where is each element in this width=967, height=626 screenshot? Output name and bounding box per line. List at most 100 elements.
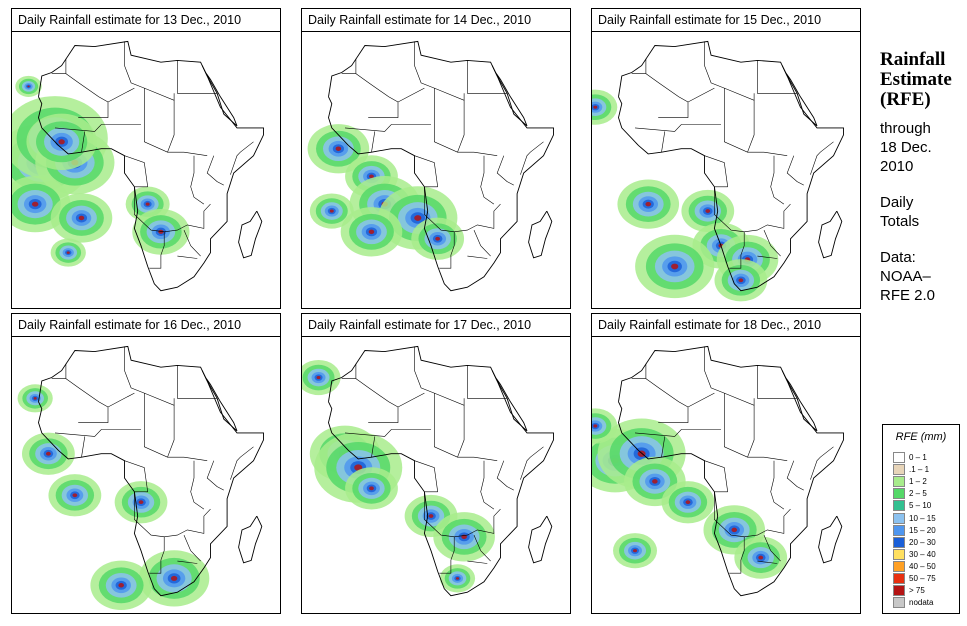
- country-border: [434, 393, 498, 461]
- panel-title: Daily Rainfall estimate for 15 Dec., 201…: [592, 9, 860, 32]
- red-sea: [201, 65, 238, 127]
- legend-label: 0 – 1: [909, 453, 927, 462]
- legend-label: > 75: [909, 586, 925, 596]
- country-border: [520, 141, 544, 175]
- country-border: [757, 560, 778, 564]
- legend-swatch: [893, 500, 905, 512]
- country-border: [65, 378, 109, 408]
- africa-map-svg: [12, 40, 264, 292]
- side-info: Rainfall Estimate (RFE) through 18 Dec. …: [880, 50, 965, 305]
- rainfall-layer: [12, 75, 190, 267]
- country-border: [78, 392, 135, 423]
- country-border: [206, 460, 224, 491]
- totals-line: Daily: [880, 194, 914, 211]
- country-border: [344, 124, 431, 132]
- legend-label: 20 – 30: [909, 537, 936, 547]
- country-border: [520, 446, 544, 480]
- rainfall-map: [592, 336, 860, 613]
- rain-patch: [27, 85, 30, 88]
- rain-patch: [316, 375, 321, 380]
- country-border: [480, 460, 495, 510]
- rainfall-map: [302, 336, 570, 613]
- legend-item: 2 – 5: [893, 488, 957, 500]
- rfe-title-line: (RFE): [880, 89, 931, 110]
- coastline: [38, 40, 264, 292]
- country-border: [645, 378, 689, 408]
- country-border: [51, 58, 67, 74]
- rain-patch: [329, 209, 334, 213]
- date-line: 2010: [880, 158, 914, 175]
- country-border: [724, 88, 788, 156]
- country-border: [124, 346, 175, 406]
- country-border: [724, 393, 788, 461]
- rain-patch: [335, 146, 342, 151]
- rain-patch: [731, 527, 738, 533]
- country-border: [177, 365, 218, 399]
- rain-patch: [45, 451, 51, 456]
- country-border: [744, 508, 791, 538]
- source-line: Data:: [880, 249, 916, 266]
- country-border: [368, 392, 425, 423]
- rain-patch: [428, 514, 434, 518]
- country-border: [467, 255, 488, 259]
- madagascar: [818, 515, 843, 564]
- country-border: [757, 60, 798, 94]
- map-panel-16dec: Daily Rainfall estimate for 16 Dec., 201…: [11, 313, 281, 614]
- country-border: [368, 87, 425, 118]
- country-border: [371, 436, 376, 458]
- legend-item: 1 – 2: [893, 476, 957, 488]
- country-border: [164, 203, 211, 233]
- madagascar: [528, 515, 553, 564]
- legend-item: 10 – 15: [893, 512, 957, 524]
- legend: RFE (mm) 0 – 1 .1 – 1 1 – 2 2 – 5 5 – 10 10 –…: [882, 424, 960, 614]
- country-border: [167, 405, 175, 458]
- country-border: [634, 124, 721, 132]
- legend-swatch: [893, 512, 905, 524]
- country-border: [763, 534, 781, 562]
- rain-patch: [758, 555, 764, 560]
- legend-item: > 75: [893, 585, 957, 597]
- totals-line: Totals: [880, 213, 920, 230]
- rain-patch: [593, 424, 598, 428]
- country-border: [164, 508, 211, 538]
- country-border: [414, 460, 438, 492]
- country-border: [770, 460, 785, 510]
- rain-patch: [33, 397, 37, 400]
- rainfall-map: [302, 31, 570, 308]
- country-border: [78, 87, 135, 118]
- africa-map-svg: [592, 345, 844, 597]
- panel-title: Daily Rainfall estimate for 18 Dec., 201…: [592, 314, 860, 337]
- country-border: [658, 87, 715, 118]
- rain-patch: [170, 575, 178, 581]
- source-line: NOAA–: [880, 268, 931, 285]
- country-border: [355, 73, 399, 103]
- legend-item: 20 – 30: [893, 536, 957, 548]
- map-panel-13dec: Daily Rainfall estimate for 13 Dec., 201…: [11, 8, 281, 309]
- africa-map-svg: [307, 40, 554, 292]
- legend-swatch: [893, 573, 905, 584]
- country-border: [414, 346, 465, 406]
- legend-swatch: [893, 597, 905, 609]
- rain-patch: [705, 209, 711, 213]
- legend-swatch: [893, 464, 905, 476]
- country-border: [786, 155, 804, 186]
- country-border: [183, 229, 201, 257]
- rain-patch: [652, 479, 658, 484]
- country-border: [183, 534, 201, 562]
- rfe-title-line: Rainfall: [880, 49, 946, 70]
- coastline: [328, 345, 554, 597]
- country-border: [467, 365, 508, 399]
- country-border: [190, 460, 205, 510]
- red-sea: [781, 370, 818, 432]
- legend-item: 30 – 40: [893, 548, 957, 560]
- legend-title: RFE (mm): [895, 431, 947, 443]
- red-sea: [491, 65, 528, 127]
- rainfall-layer: [17, 384, 210, 610]
- country-border: [144, 88, 208, 156]
- country-border: [496, 155, 514, 186]
- country-border: [230, 446, 254, 480]
- source-line: RFE 2.0: [880, 287, 936, 304]
- country-border: [645, 73, 689, 103]
- country-border: [177, 255, 198, 259]
- country-border: [414, 155, 438, 187]
